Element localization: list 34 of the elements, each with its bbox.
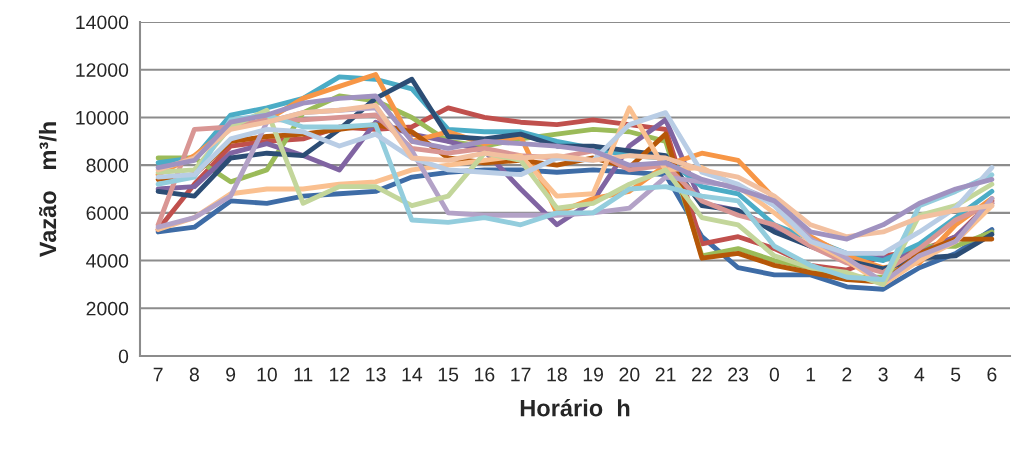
x-tick-label: 14: [402, 367, 423, 382]
y-tick-label: 0: [118, 349, 129, 364]
x-tick-label: 19: [583, 367, 604, 382]
x-tick-label: 21: [655, 367, 676, 382]
x-tick-label: 22: [692, 367, 712, 382]
x-tick-label: 7: [153, 367, 163, 382]
x-tick-label: 5: [951, 367, 961, 382]
x-tick-label: 0: [769, 367, 780, 382]
x-tick-label: 1: [806, 367, 816, 382]
x-tick-label: 6: [987, 367, 997, 382]
y-tick-label: 14000: [76, 15, 129, 30]
y-tick-label: 8000: [86, 158, 129, 173]
y-tick-label: 6000: [86, 206, 129, 221]
y-tick-label: 4000: [86, 254, 129, 268]
x-tick-label: 8: [189, 367, 199, 382]
x-tick-label: 18: [547, 367, 567, 382]
x-tick-label: 20: [619, 367, 640, 382]
y-axis-title: Vazão m³/h: [38, 122, 57, 258]
x-tick-label: 2: [842, 367, 852, 382]
y-tick-label: 10000: [76, 110, 129, 125]
x-tick-label: 12: [330, 367, 350, 382]
x-tick-label: 10: [257, 367, 277, 382]
x-tick-label: 23: [728, 367, 749, 382]
x-tick-label: 11: [294, 367, 313, 382]
x-axis-title: Horário h: [520, 398, 630, 417]
x-tick-label: 15: [438, 367, 459, 382]
y-tick-label: 12000: [76, 63, 129, 77]
x-tick-label: 16: [475, 367, 495, 382]
x-tick-label: 13: [366, 367, 386, 382]
x-tick-label: 3: [878, 367, 888, 382]
x-tick-label: 4: [914, 367, 925, 382]
x-tick-label: 17: [511, 367, 531, 382]
y-tick-label: 2000: [86, 301, 129, 316]
x-tick-label: 9: [226, 367, 236, 382]
